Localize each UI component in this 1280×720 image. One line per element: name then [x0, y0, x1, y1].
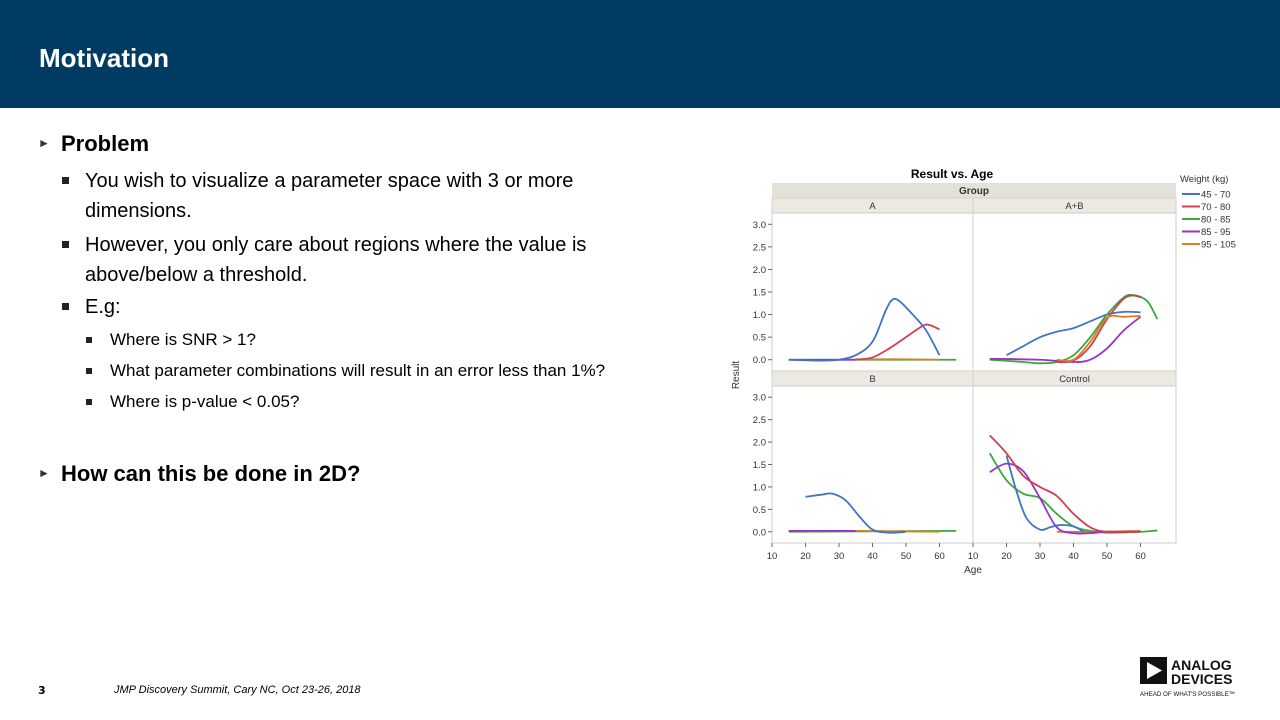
group-label: Group: [959, 186, 989, 197]
y-tick-label: 3.0: [753, 220, 766, 231]
x-tick-label: 40: [1068, 551, 1079, 562]
bullet-item: However, you only care about regions whe…: [62, 230, 662, 290]
x-tick-label: 60: [934, 551, 945, 562]
bullet-text: What parameter combinations will result …: [110, 361, 606, 380]
chart-title: Result vs. Age: [911, 167, 994, 181]
title-bar: Motivation: [0, 0, 1280, 108]
panel-label-B: B: [869, 374, 875, 385]
square-bullet-icon: [62, 177, 69, 184]
series-line-A+B-45-70: [1006, 310, 1141, 356]
x-tick-label: 40: [867, 551, 878, 562]
square-bullet-icon: [62, 303, 69, 310]
x-tick-label: 60: [1135, 551, 1146, 562]
x-tick-label: 50: [1102, 551, 1113, 562]
square-bullet-icon: [86, 368, 92, 374]
bullet-text: How can this be done in 2D?: [61, 461, 361, 486]
y-tick-label: 3.0: [753, 393, 766, 404]
y-tick-label: 2.5: [753, 242, 766, 253]
analog-devices-logo: ANALOG DEVICES AHEAD OF WHAT'S POSSIBLE™: [1140, 657, 1235, 698]
bullet-text: Where is SNR > 1?: [110, 330, 256, 349]
x-tick-label: 20: [1001, 551, 1012, 562]
panel-frame: [972, 212, 1177, 372]
series-line-B-45-70: [805, 492, 907, 534]
y-tick-label: 1.0: [753, 482, 766, 493]
legend-entry: 80 - 85: [1201, 215, 1231, 226]
x-tick-label: 10: [767, 551, 778, 562]
y-tick-label: 0.5: [753, 333, 766, 344]
x-axis-label: Age: [964, 565, 982, 576]
x-tick-label: 30: [834, 551, 845, 562]
bullet-item: E.g:: [62, 292, 662, 322]
legend-entry: 85 - 95: [1201, 227, 1231, 238]
series-line-A-45-70: [788, 297, 941, 362]
series-line-B-95-105: [855, 529, 940, 533]
x-tick-label: 10: [968, 551, 979, 562]
arrow-bullet-icon: ►: [38, 136, 50, 150]
panel-label-Control: Control: [1059, 374, 1090, 385]
panel-frame: [771, 385, 974, 544]
group-header: [772, 183, 1176, 198]
square-bullet-icon: [62, 241, 69, 248]
svg-text:DEVICES: DEVICES: [1171, 671, 1232, 687]
legend-entry: 45 - 70: [1201, 190, 1231, 201]
series-line-A-70-80: [855, 323, 940, 361]
legend-entry: 95 - 105: [1201, 240, 1236, 251]
page-number: 3: [38, 684, 46, 697]
y-tick-label: 2.0: [753, 265, 766, 276]
svg-text:ANALOG: ANALOG: [1171, 657, 1232, 673]
bullet-text: Problem: [61, 131, 150, 156]
panel-label-A: A: [869, 201, 876, 212]
y-tick-label: 1.5: [753, 460, 766, 471]
bullet-text: E.g:: [85, 296, 121, 318]
y-tick-label: 2.0: [753, 438, 766, 449]
legend-entry: 70 - 80: [1201, 202, 1231, 213]
x-tick-label: 20: [800, 551, 811, 562]
panel-frame: [771, 212, 974, 372]
y-tick-label: 0.5: [753, 505, 766, 516]
square-bullet-icon: [86, 337, 92, 343]
sub-bullet-item: Where is SNR > 1?: [86, 330, 256, 350]
bullet-text: Where is p-value < 0.05?: [110, 392, 300, 411]
bullet-text: You wish to visualize a parameter space …: [85, 170, 574, 222]
x-tick-label: 30: [1035, 551, 1046, 562]
legend-title: Weight (kg): [1180, 174, 1228, 185]
slide-title: Motivation: [39, 43, 169, 73]
series-line-Control-45-70: [1005, 455, 1085, 533]
footer-text: JMP Discovery Summit, Cary NC, Oct 23-26…: [114, 684, 361, 696]
arrow-bullet-icon: ►: [38, 466, 50, 480]
sub-bullet-item: Where is p-value < 0.05?: [86, 392, 299, 412]
y-tick-label: 0.0: [753, 355, 766, 366]
sub-bullet-item: What parameter combinations will result …: [86, 361, 605, 381]
y-tick-label: 0.0: [753, 527, 766, 538]
result-vs-age-chart: Result vs. Age Group A 0.0 0.5 1.0 1.5 2.0 2.5 3.…: [731, 167, 1236, 576]
bullet-item: You wish to visualize a parameter space …: [62, 166, 662, 226]
y-axis-label: Result: [731, 361, 742, 390]
panel-label-A+B: A+B: [1065, 201, 1083, 212]
y-tick-label: 1.5: [753, 288, 766, 299]
series-line-Control-70-80: [989, 434, 1141, 534]
y-tick-label: 1.0: [753, 310, 766, 321]
bullet-text: However, you only care about regions whe…: [85, 234, 587, 286]
square-bullet-icon: [86, 399, 92, 405]
series-line-A+B-95-105: [1056, 314, 1141, 362]
series-line-A+B-85-95: [989, 316, 1142, 363]
x-tick-label: 50: [901, 551, 912, 562]
panel-frame: [972, 385, 1177, 544]
y-tick-label: 2.5: [753, 415, 766, 426]
svg-text:AHEAD OF WHAT'S POSSIBLE™: AHEAD OF WHAT'S POSSIBLE™: [1140, 691, 1235, 698]
